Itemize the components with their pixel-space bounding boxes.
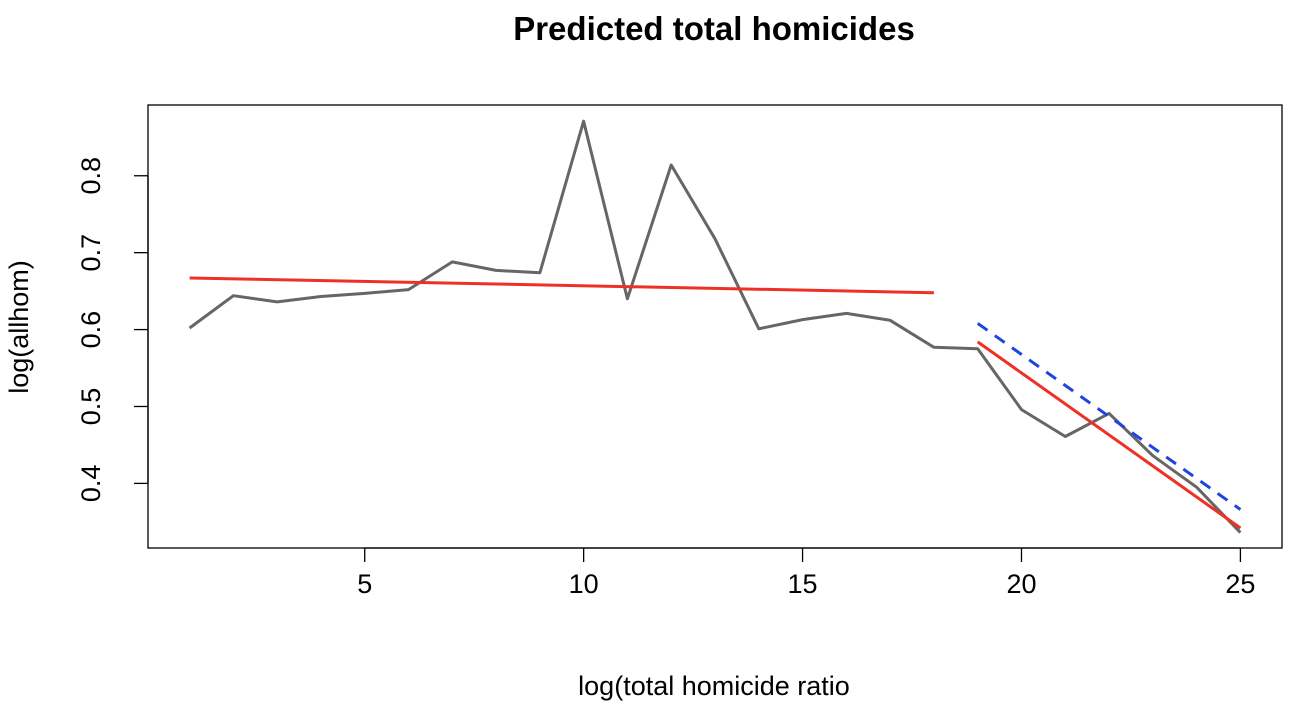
- x-tick-label: 25: [1225, 569, 1255, 599]
- y-tick-label: 0.5: [76, 388, 106, 426]
- x-axis: 5 10 15 20 25: [357, 547, 1255, 599]
- series-line-counterfactual: [976, 322, 1242, 511]
- x-tick-label: 5: [357, 569, 372, 599]
- y-tick-label: 0.7: [76, 234, 106, 272]
- series-line-fit-post: [976, 340, 1242, 530]
- x-tick-label: 20: [1006, 569, 1036, 599]
- y-tick-label: 0.8: [76, 157, 106, 195]
- x-tick-label: 15: [788, 569, 818, 599]
- series-line-observed: [188, 119, 1242, 534]
- y-tick-label: 0.4: [76, 465, 106, 503]
- series-layer: [188, 119, 1242, 534]
- y-tick-label: 0.6: [76, 311, 106, 349]
- x-axis-label: log(total homicide ratio: [578, 671, 850, 701]
- series-line-fit-pre: [189, 276, 934, 295]
- chart-title: Predicted total homicides: [513, 10, 915, 47]
- y-axis: 0.4 0.5 0.6 0.7 0.8: [76, 157, 149, 503]
- y-axis-label: log(allhom): [4, 260, 34, 394]
- plot-area: [147, 104, 1283, 549]
- x-tick-label: 10: [569, 569, 599, 599]
